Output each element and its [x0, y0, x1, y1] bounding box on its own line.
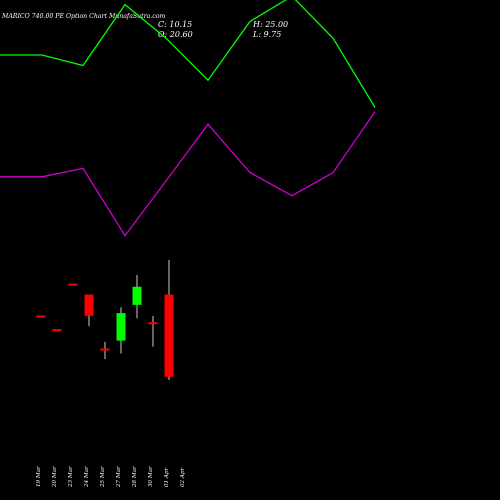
- candle-body: [116, 313, 126, 341]
- upper-indicator-line: [0, 0, 376, 108]
- candle-body: [36, 315, 46, 318]
- candle-body: [164, 294, 174, 377]
- close-label: C: 10.15: [158, 20, 192, 29]
- lower-indicator-line: [0, 111, 376, 237]
- date-label: 02 Apr: [180, 467, 186, 487]
- candles: [36, 260, 174, 380]
- date-label: 28 Mar: [132, 466, 138, 488]
- date-label: 19 Mar: [36, 466, 42, 487]
- open-label: O: 20.60: [158, 30, 193, 39]
- chart-title: MARICO 740.00 PE Option Chart MunafaSutr…: [1, 13, 165, 20]
- date-label: 25 Mar: [100, 466, 106, 488]
- date-label: 27 Mar: [116, 466, 122, 488]
- date-label: 23 Mar: [68, 466, 74, 488]
- candle-body: [52, 329, 62, 332]
- date-axis: 19 Mar 20 Mar 23 Mar 24 Mar 25 Mar 27 Mar 28 M…: [36, 466, 186, 488]
- candle-body: [132, 286, 142, 305]
- indicator-lines: [0, 0, 376, 237]
- date-label: 20 Mar: [52, 466, 58, 488]
- high-label: H: 25.00: [252, 20, 288, 29]
- date-label: 01 Apr: [164, 467, 170, 487]
- low-label: L: 9.75: [252, 30, 281, 39]
- date-label: 30 Mar: [148, 466, 154, 487]
- date-label: 24 Mar: [84, 466, 90, 488]
- candle-body: [100, 348, 110, 351]
- candle-body: [68, 283, 78, 286]
- candle-body: [148, 322, 158, 325]
- candle-body: [84, 294, 94, 316]
